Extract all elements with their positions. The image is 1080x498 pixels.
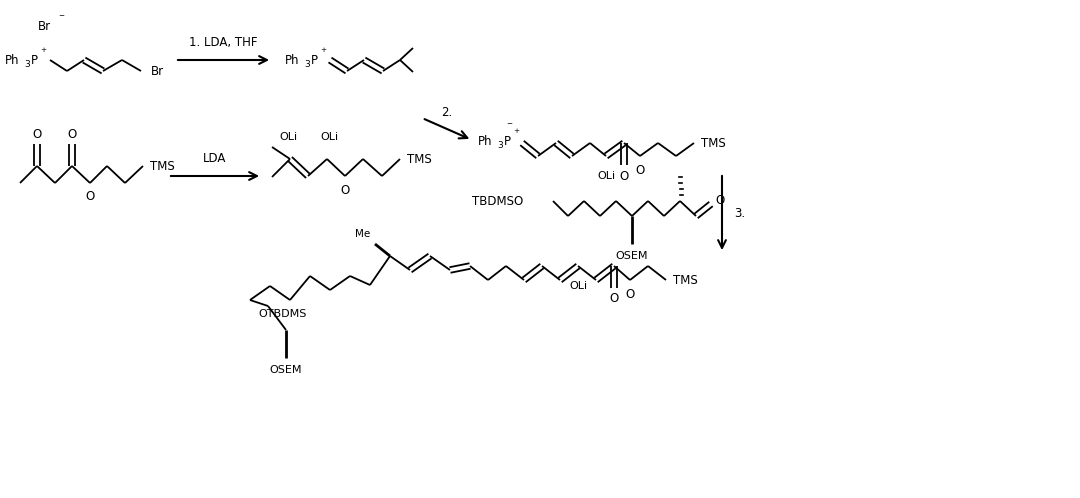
Text: TMS: TMS xyxy=(150,159,175,172)
Text: 3: 3 xyxy=(303,59,310,69)
Text: Ph: Ph xyxy=(478,134,492,147)
Text: P: P xyxy=(311,53,318,67)
Text: O: O xyxy=(67,127,77,140)
Text: O: O xyxy=(635,163,645,176)
Text: O: O xyxy=(625,287,635,300)
Text: 2.: 2. xyxy=(442,106,453,119)
Text: 3: 3 xyxy=(497,140,503,149)
Text: P: P xyxy=(31,53,38,67)
Text: OLi: OLi xyxy=(279,132,297,142)
Text: TMS: TMS xyxy=(673,273,698,286)
Text: Ph: Ph xyxy=(285,53,299,67)
Text: O: O xyxy=(609,291,619,304)
Text: OSEM: OSEM xyxy=(270,365,302,375)
Text: OLi: OLi xyxy=(569,281,588,291)
Text: TMS: TMS xyxy=(407,152,432,165)
Text: OLi: OLi xyxy=(320,132,338,142)
Text: P: P xyxy=(504,134,511,147)
Text: Ph: Ph xyxy=(5,53,19,67)
Text: O: O xyxy=(715,194,725,207)
Text: $^{+}$: $^{+}$ xyxy=(40,47,48,57)
Text: OSEM: OSEM xyxy=(616,251,648,261)
Text: TMS: TMS xyxy=(701,136,726,149)
Text: $^{-}$: $^{-}$ xyxy=(507,121,514,131)
Text: O: O xyxy=(340,183,350,197)
Text: LDA: LDA xyxy=(203,152,227,165)
Text: Br: Br xyxy=(38,19,51,32)
Text: $^{+}$: $^{+}$ xyxy=(513,128,521,138)
Text: O: O xyxy=(619,169,629,182)
Text: $^{+}$: $^{+}$ xyxy=(321,47,327,57)
Text: 3: 3 xyxy=(24,59,30,69)
Text: OLi: OLi xyxy=(597,171,616,181)
Text: Br: Br xyxy=(151,65,164,78)
Text: $^{-}$: $^{-}$ xyxy=(58,13,66,23)
Text: 3.: 3. xyxy=(734,207,745,220)
Text: O: O xyxy=(32,127,42,140)
Text: O: O xyxy=(85,190,95,203)
Text: 1. LDA, THF: 1. LDA, THF xyxy=(189,36,258,49)
Text: OTBDMS: OTBDMS xyxy=(258,309,307,319)
Text: Me: Me xyxy=(354,229,370,239)
Text: TBDMSO: TBDMSO xyxy=(472,195,523,208)
